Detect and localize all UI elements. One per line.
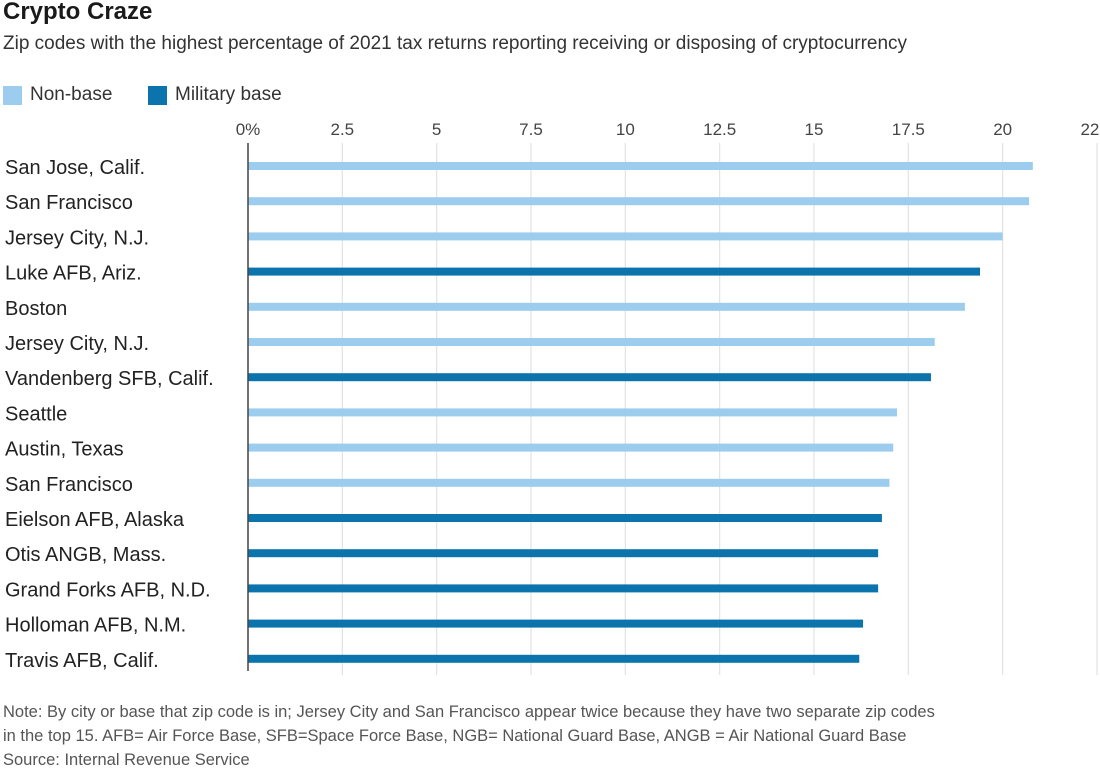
chart-note: Note: By city or base that zip code is i… [3, 700, 1098, 772]
note-line-2: in the top 15. AFB= Air Force Base, SFB=… [3, 727, 907, 745]
bar [248, 619, 864, 628]
category-label: San Jose, Calif. [5, 157, 145, 179]
bar [248, 267, 981, 276]
bar [248, 443, 894, 452]
bar [248, 584, 879, 593]
category-label: Vandenberg SFB, Calif. [5, 368, 214, 390]
bar [248, 408, 898, 417]
chart-subtitle: Zip codes with the highest percentage of… [3, 33, 908, 54]
category-label: Holloman AFB, N.M. [5, 615, 186, 637]
x-tick-label: 17.5 [892, 120, 925, 139]
legend-label-military-base: Military base [175, 84, 282, 105]
x-tick-label: 22.5 [1080, 120, 1100, 139]
category-label: Otis ANGB, Mass. [5, 544, 166, 566]
category-label: Boston [5, 298, 67, 320]
bar [248, 162, 1033, 170]
x-tick-label: 7.5 [519, 120, 543, 139]
x-tick-label: 5 [432, 120, 441, 139]
bar-chart: 0% 2.5 5 7.5 10 12.5 15 17.5 20 22.5 San Jose, Cal… [5, 120, 1100, 675]
bar [248, 302, 965, 311]
category-label: Grand Forks AFB, N.D. [5, 579, 211, 601]
legend-label-non-base: Non-base [30, 84, 113, 105]
category-label: San Francisco [5, 474, 133, 496]
x-tick-label: 10 [616, 120, 635, 139]
x-tick-label: 15 [805, 120, 824, 139]
x-tick-label: 2.5 [331, 120, 355, 139]
bar [248, 514, 882, 522]
source-line: Source: Internal Revenue Service [3, 751, 250, 769]
legend-swatch-military-base [148, 85, 167, 105]
category-label: Austin, Texas [5, 439, 124, 461]
category-label: Eielson AFB, Alaska [5, 509, 185, 531]
category-label: Jersey City, N.J. [5, 333, 149, 355]
note-line-1: Note: By city or base that zip code is i… [3, 703, 935, 721]
x-tick-label: 20 [993, 120, 1012, 139]
x-tick-label: 0% [236, 120, 261, 139]
x-tick-label: 12.5 [703, 120, 736, 139]
legend-item-non-base: Non-base [3, 84, 112, 106]
bar [248, 549, 879, 558]
category-label: San Francisco [5, 192, 133, 214]
category-label: Seattle [5, 403, 67, 425]
category-label: Jersey City, N.J. [5, 227, 149, 249]
bar [248, 197, 1030, 206]
legend-item-military-base: Military base [148, 84, 282, 106]
category-label: Luke AFB, Ariz. [5, 263, 142, 285]
bar [248, 232, 1003, 241]
chart-title: Crypto Craze [3, 0, 153, 25]
bar [248, 478, 890, 487]
category-label: Travis AFB, Calif. [5, 650, 159, 672]
bar [248, 338, 935, 346]
legend-swatch-non-base [3, 85, 22, 105]
bar [248, 373, 931, 382]
bar [248, 654, 860, 663]
